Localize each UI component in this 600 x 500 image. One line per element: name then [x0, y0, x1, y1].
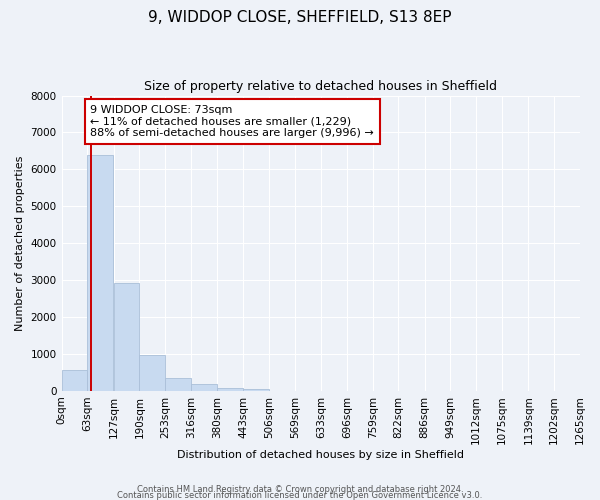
Bar [165, 378, 191, 391]
Bar [88, 154, 113, 391]
Bar [243, 390, 269, 391]
Bar [139, 355, 165, 391]
Text: 9 WIDDOP CLOSE: 73sqm
← 11% of detached houses are smaller (1,229)
88% of semi-d: 9 WIDDOP CLOSE: 73sqm ← 11% of detached … [90, 105, 374, 138]
Bar [217, 388, 243, 391]
X-axis label: Distribution of detached houses by size in Sheffield: Distribution of detached houses by size … [177, 450, 464, 460]
Text: Contains HM Land Registry data © Crown copyright and database right 2024.: Contains HM Land Registry data © Crown c… [137, 484, 463, 494]
Bar [62, 370, 88, 391]
Text: Contains public sector information licensed under the Open Government Licence v3: Contains public sector information licen… [118, 490, 482, 500]
Title: Size of property relative to detached houses in Sheffield: Size of property relative to detached ho… [144, 80, 497, 93]
Bar [113, 283, 139, 391]
Y-axis label: Number of detached properties: Number of detached properties [15, 156, 25, 331]
Bar [191, 384, 217, 391]
Text: 9, WIDDOP CLOSE, SHEFFIELD, S13 8EP: 9, WIDDOP CLOSE, SHEFFIELD, S13 8EP [148, 10, 452, 25]
